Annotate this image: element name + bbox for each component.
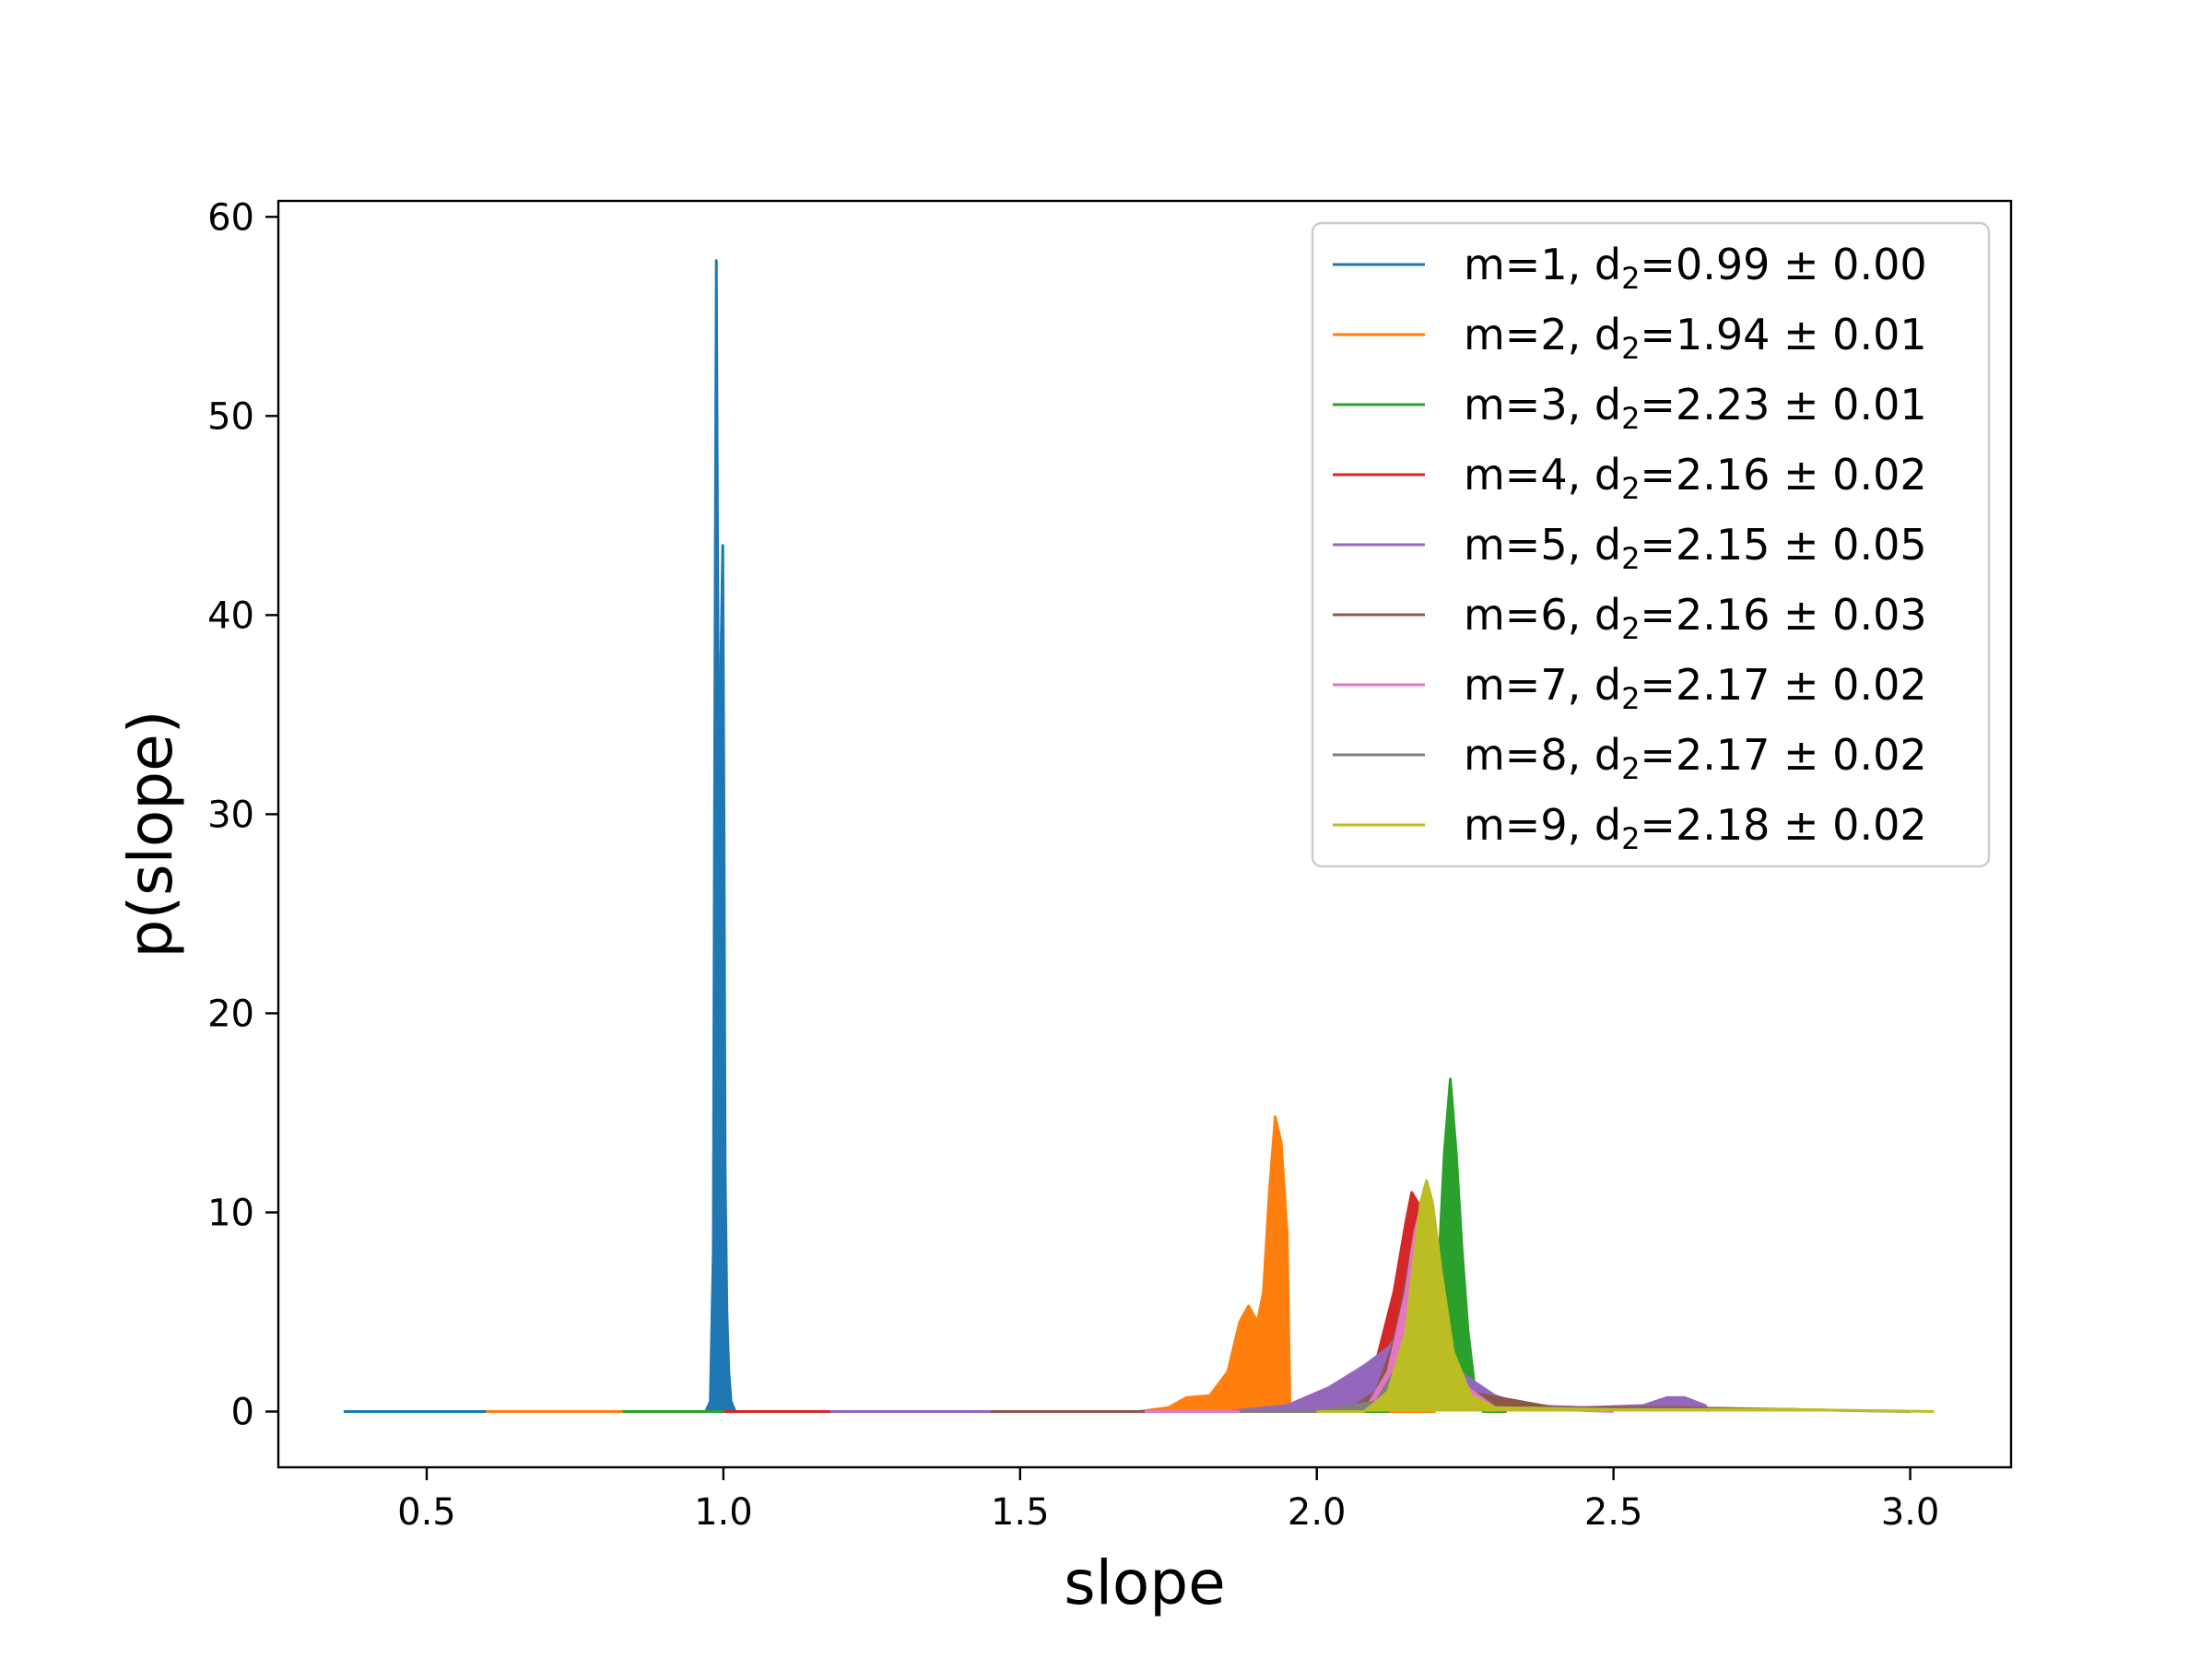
series-line-m2	[486, 1115, 1436, 1413]
x-tick-label: 2.0	[1288, 1491, 1347, 1534]
legend-label-m1: m=1, d2=0.99 ± 0.00	[1464, 240, 1927, 296]
series-area-m9	[1316, 1180, 1935, 1412]
y-tick-label: 60	[207, 196, 254, 239]
y-tick-label: 50	[207, 395, 254, 438]
x-tick-label: 0.5	[397, 1491, 456, 1534]
series-line-m9	[1316, 1179, 1935, 1413]
series-line-m1	[343, 259, 842, 1413]
x-tick-label: 2.5	[1584, 1491, 1643, 1534]
legend-label-m9: m=9, d2=2.18 ± 0.02	[1464, 800, 1927, 856]
series-layer	[343, 259, 1935, 1413]
legend-label-m3: m=3, d2=2.23 ± 0.01	[1464, 380, 1927, 436]
legend-box	[1311, 221, 1991, 868]
y-tick-label: 10	[207, 1192, 254, 1234]
y-axis: 0 10 20 30 40 50 60	[207, 196, 278, 1434]
y-tick-label: 40	[207, 594, 254, 637]
y-tick-label: 0	[231, 1392, 254, 1434]
x-tick-label: 1.5	[991, 1491, 1050, 1534]
y-tick-label: 30	[207, 794, 254, 836]
legend-label-m2: m=2, d2=1.94 ± 0.01	[1464, 310, 1927, 366]
y-tick-label: 20	[207, 993, 254, 1035]
plot-frame	[276, 199, 2013, 1469]
legend-label-m8: m=8, d2=2.17 ± 0.02	[1464, 730, 1927, 786]
legend-label-m7: m=7, d2=2.17 ± 0.02	[1464, 660, 1927, 716]
legend: m=1, d2=0.99 ± 0.00 m=2, d2=1.94 ± 0.01 m=…	[1311, 221, 1991, 868]
legend-label-m6: m=6, d2=2.16 ± 0.03	[1464, 590, 1927, 646]
y-axis-label: p(slope)	[115, 711, 186, 959]
x-axis: 0.5 1.0 1.5 2.0 2.5 3.0	[397, 1467, 1939, 1534]
legend-label-m4: m=4, d2=2.16 ± 0.02	[1464, 450, 1927, 506]
legend-label-m5: m=5, d2=2.15 ± 0.05	[1464, 520, 1927, 576]
x-tick-label: 1.0	[694, 1491, 753, 1534]
x-tick-label: 3.0	[1881, 1491, 1940, 1534]
x-axis-label: slope	[1064, 1547, 1226, 1618]
